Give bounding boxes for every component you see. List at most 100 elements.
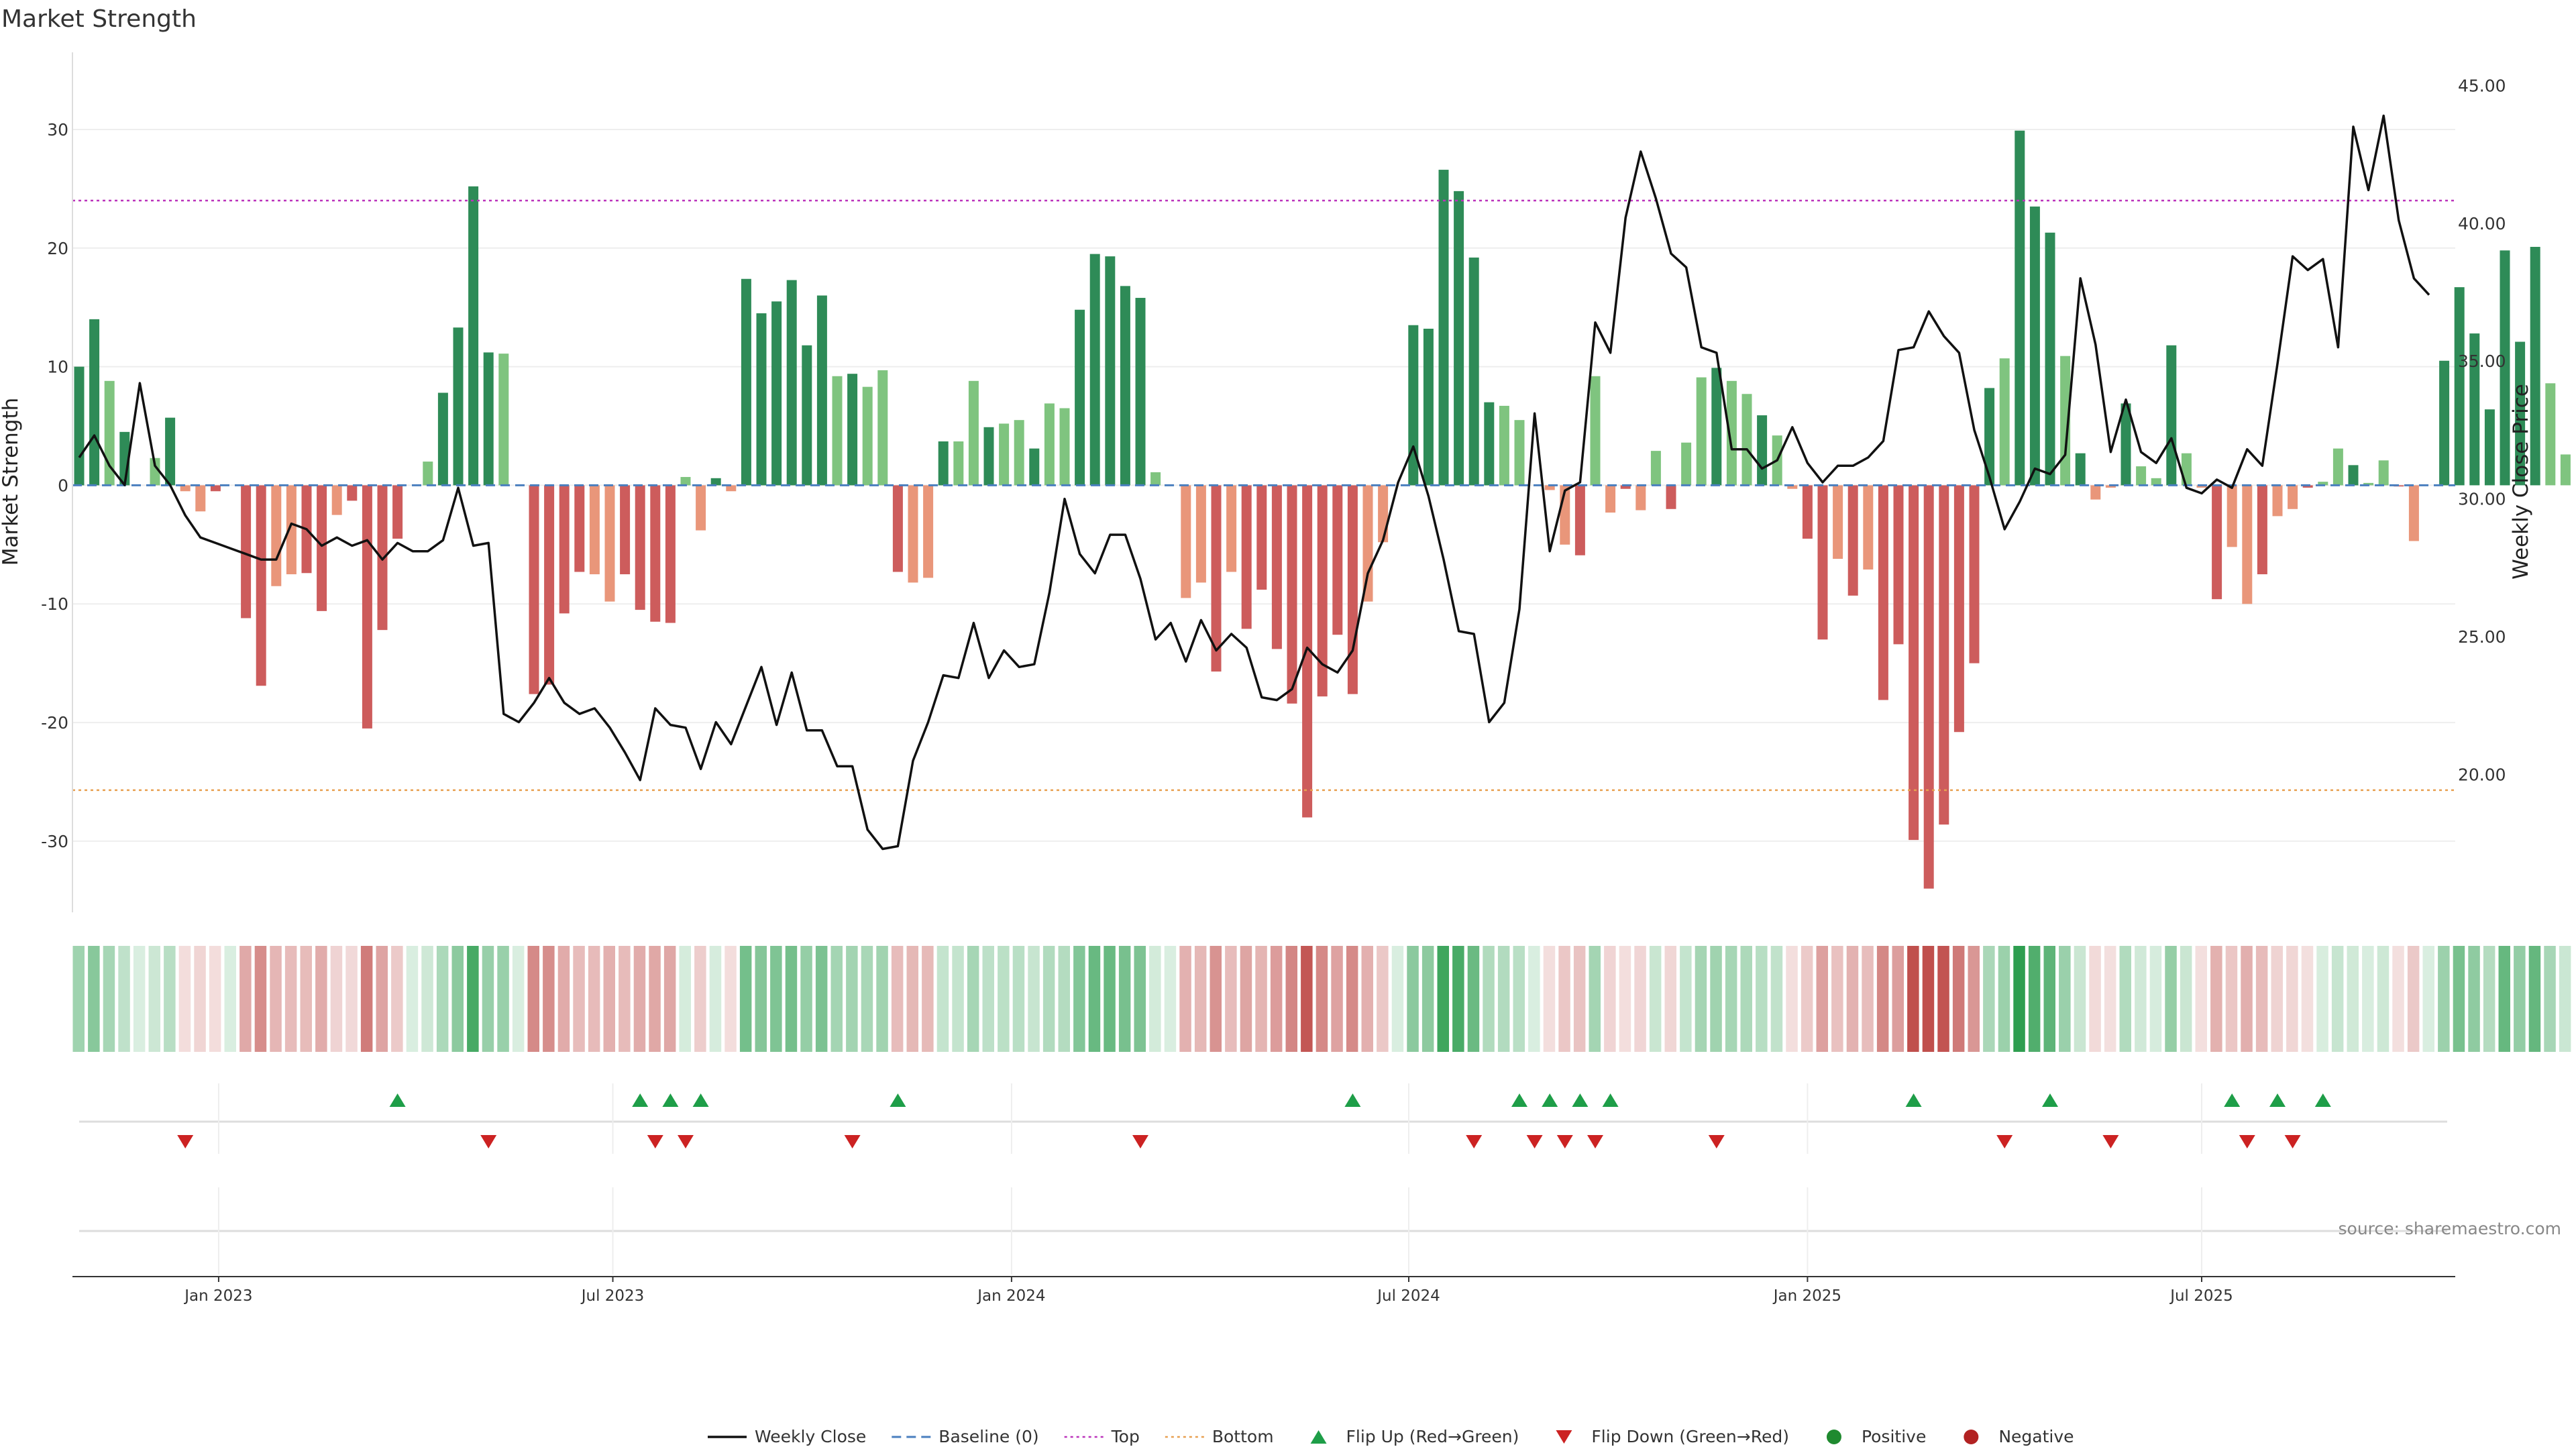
strength-bar (892, 485, 903, 572)
heat-cell (2225, 946, 2238, 1052)
legend-marker (1964, 1430, 1979, 1444)
strength-bar (1741, 394, 1752, 486)
strength-bar (1953, 485, 1964, 733)
heat-cell (1543, 946, 1556, 1052)
legend-marker (1310, 1430, 1327, 1444)
heat-cell (2559, 946, 2571, 1052)
heat-cell (633, 946, 646, 1052)
heat-cell (922, 946, 934, 1052)
heat-cell (2013, 946, 2025, 1052)
strength-bar (1984, 388, 1995, 486)
heat-cell (1710, 946, 1722, 1052)
legend-marker (1556, 1430, 1572, 1444)
heat-cell (1528, 946, 1540, 1052)
heat-cell (785, 946, 798, 1052)
heat-cell (1589, 946, 1601, 1052)
strength-bar (1059, 408, 1070, 486)
y-tick-right: 45.00 (2458, 76, 2506, 95)
heat-cell (936, 946, 949, 1052)
strength-bar (1317, 485, 1328, 697)
date-tick-label: Jan 2023 (183, 1287, 252, 1305)
heat-cell (1437, 946, 1449, 1052)
flip-up-marker (692, 1093, 709, 1107)
y-tick-left: -10 (41, 594, 68, 614)
heat-cell (876, 946, 888, 1052)
heat-cell (436, 946, 449, 1052)
heat-cell (1285, 946, 1297, 1052)
heat-cell (527, 946, 539, 1052)
strength-bar (165, 417, 176, 486)
strength-bar (2242, 485, 2253, 604)
strength-bar (1408, 325, 1419, 486)
strength-bar (195, 485, 206, 512)
heat-cell (1377, 946, 1389, 1052)
strength-bar (771, 301, 782, 486)
strength-bar (968, 380, 979, 486)
heat-cell (2438, 946, 2450, 1052)
heat-cell (1316, 946, 1328, 1052)
heat-cell (1695, 946, 1707, 1052)
strength-bar (1847, 485, 1858, 596)
heat-cell (2210, 946, 2222, 1052)
strength-bar (877, 370, 888, 486)
heat-cell (482, 946, 494, 1052)
y-tick-left: 10 (47, 358, 68, 377)
heat-cell (952, 946, 964, 1052)
strength-bar (1484, 402, 1495, 486)
strength-bar (1241, 485, 1252, 629)
strength-bar (559, 485, 570, 614)
strength-bar (1802, 485, 1813, 539)
heat-cell (2468, 946, 2480, 1052)
heat-cell (770, 946, 782, 1052)
strength-bar (331, 485, 342, 515)
heat-cell (1497, 946, 1510, 1052)
date-tick-label: Jul 2025 (2169, 1287, 2233, 1305)
strength-bar (741, 278, 751, 486)
heat-cell (2498, 946, 2510, 1052)
source-credit: source: sharemaestro.com (2339, 1219, 2562, 1238)
strength-bar (2075, 453, 2086, 486)
date-tick-label: Jul 2023 (580, 1287, 645, 1305)
heat-cell (2331, 946, 2344, 1052)
heat-cell (164, 946, 176, 1052)
flip-up-marker (2314, 1093, 2331, 1107)
flip-up-marker (2042, 1093, 2058, 1107)
heat-cell (1331, 946, 1343, 1052)
strength-bar (150, 458, 160, 486)
flip-down-marker (1587, 1135, 1603, 1148)
strength-bar (1468, 257, 1479, 486)
heat-cell (967, 946, 979, 1052)
date-tick-label: Jan 2024 (976, 1287, 1045, 1305)
flip-down-marker (647, 1135, 663, 1148)
heat-cell (209, 946, 221, 1052)
strength-bar (1635, 485, 1646, 511)
flip-down-marker (480, 1135, 497, 1148)
strength-bar (317, 485, 327, 611)
strength-bar (862, 386, 873, 486)
flip-up-marker (1511, 1093, 1527, 1107)
strength-bar (1211, 485, 1222, 672)
flip-down-marker (1466, 1135, 1483, 1148)
heat-cell (2119, 946, 2131, 1052)
heat-cell (1756, 946, 1768, 1052)
heat-cell (2453, 946, 2465, 1052)
date-tick-label: Jan 2025 (1772, 1287, 1841, 1305)
heat-cell (1194, 946, 1207, 1052)
heat-cell (118, 946, 130, 1052)
strength-bar (1135, 298, 1146, 486)
heat-cell (2028, 946, 2041, 1052)
flip-down-marker (1996, 1135, 2013, 1148)
strength-bar (2121, 403, 2131, 486)
heat-cell (2377, 946, 2390, 1052)
strength-bar (2469, 333, 2480, 486)
heat-cell (72, 946, 85, 1052)
strength-bar (1544, 485, 1555, 490)
heat-cell (1634, 946, 1646, 1052)
strength-bar (2302, 485, 2313, 488)
strength-bar (483, 352, 494, 486)
heat-cell (1892, 946, 1904, 1052)
strength-bar (241, 485, 252, 619)
flip-down-marker (844, 1135, 861, 1148)
heat-cell (467, 946, 479, 1052)
